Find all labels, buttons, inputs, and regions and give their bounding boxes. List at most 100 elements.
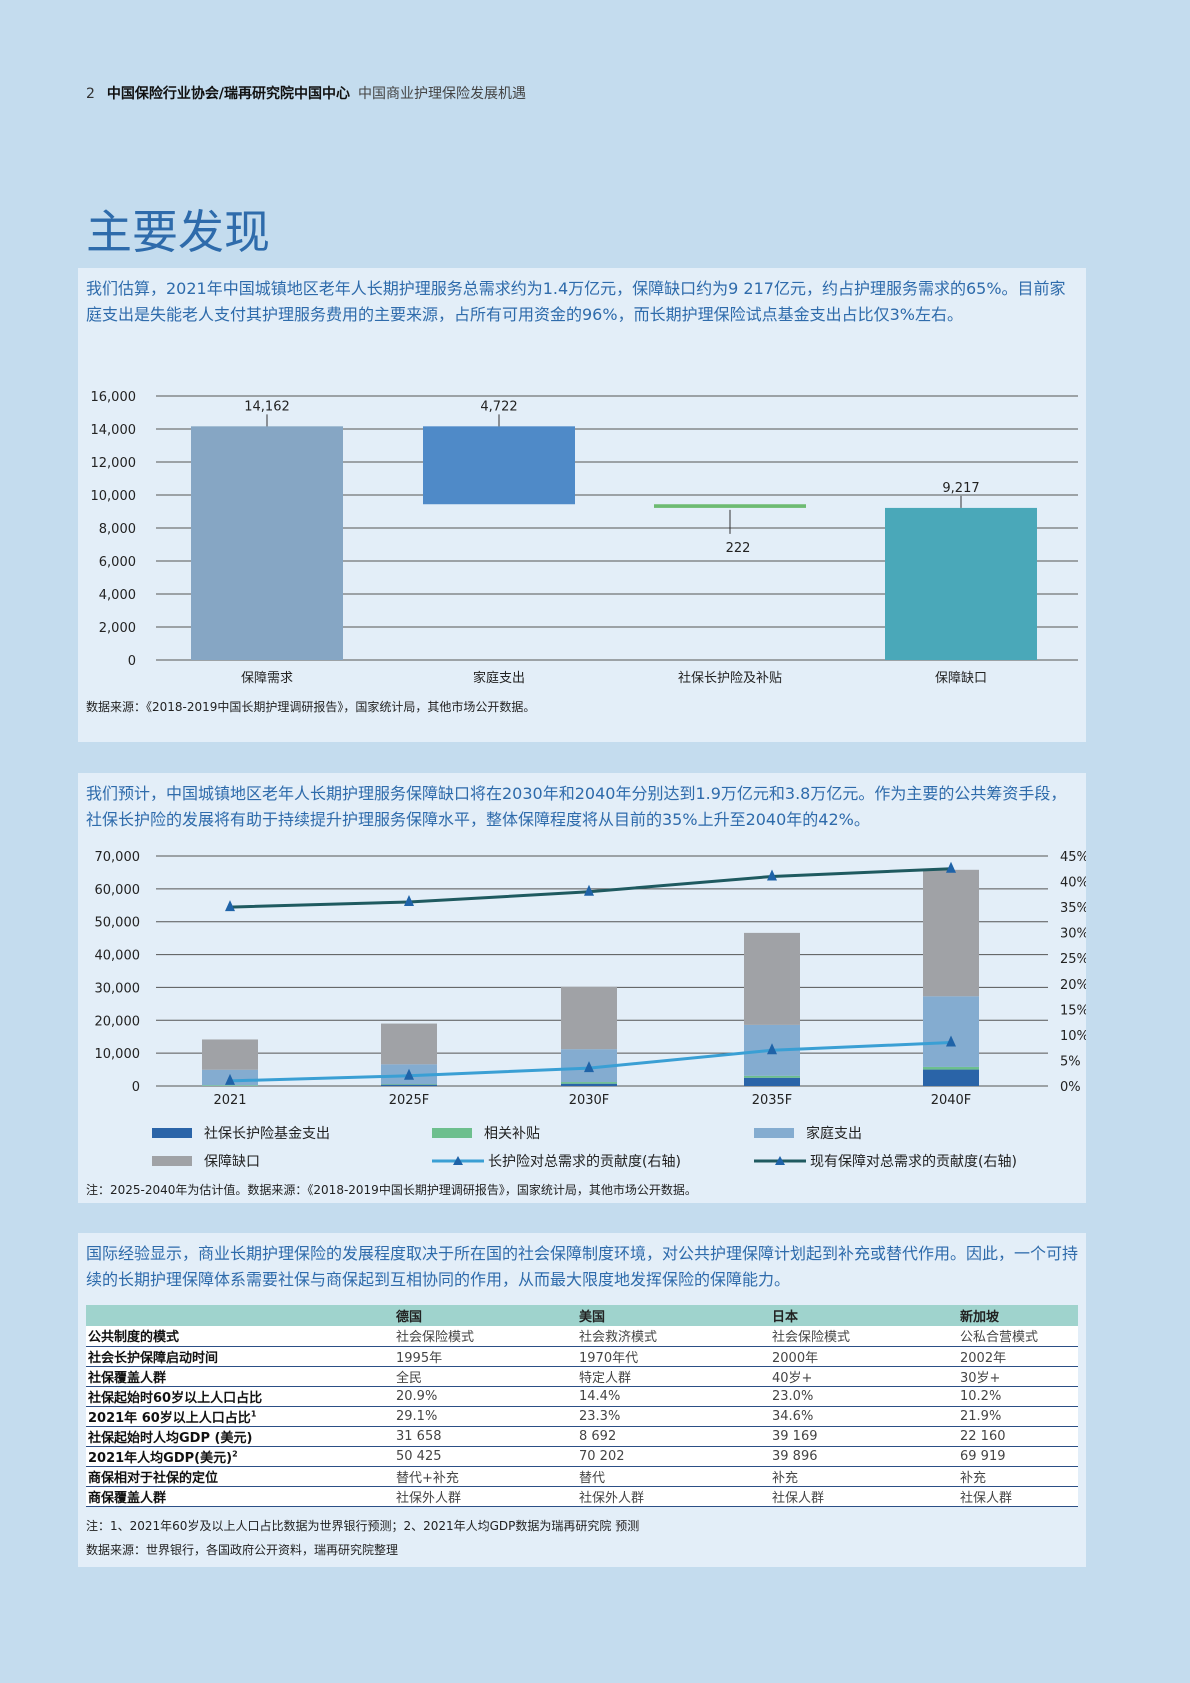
organization: 中国保险行业协会/瑞再研究院中国中心 bbox=[106, 86, 351, 102]
x-tick-label: 2025F bbox=[389, 1093, 430, 1108]
table-cell: 社保人群 bbox=[770, 1486, 958, 1507]
row-label: 社会长护保障启动时间 bbox=[86, 1346, 394, 1367]
legend-item: 家庭支出 bbox=[754, 1123, 862, 1143]
finding-2-note: 注：2025-2040年为估计值。数据来源：《2018-2019中国长期护理调研… bbox=[86, 1183, 697, 1197]
y-tick-label: 4,000 bbox=[99, 588, 136, 603]
table-header-row: 德国 美国 日本 新加坡 bbox=[86, 1305, 1078, 1326]
table-cell: 社保外人群 bbox=[394, 1486, 577, 1507]
y-tick-label: 14,000 bbox=[91, 423, 137, 438]
y-tick-label: 2,000 bbox=[99, 621, 136, 636]
finding-1-text: 我们估算，2021年中国城镇地区老年人长期护理服务总需求约为1.4万亿元，保障缺… bbox=[86, 279, 1066, 324]
bar-segment-1 bbox=[923, 1069, 979, 1086]
bar-segment-2 bbox=[381, 1084, 437, 1085]
table-cell: 70 202 bbox=[577, 1446, 770, 1467]
table-cell: 69 919 bbox=[958, 1446, 1078, 1467]
legend-swatch bbox=[432, 1128, 472, 1138]
table-cell: 1995年 bbox=[394, 1346, 577, 1367]
row-label-text: 2021年人均GDP(美元) bbox=[88, 1450, 233, 1466]
data-label: 4,722 bbox=[480, 399, 517, 414]
footnote-marker: 2 bbox=[232, 1449, 238, 1459]
row-label-text: 公共制度的模式 bbox=[88, 1330, 180, 1346]
y-tick-label: 70,000 bbox=[95, 850, 141, 865]
legend-line-marker bbox=[432, 1156, 484, 1165]
table-row: 社保起始时人均GDP (美元) 31 658 8 692 39 169 22 160 bbox=[86, 1426, 1078, 1447]
y2-tick-label: 30% bbox=[1060, 927, 1086, 942]
bar-segment-4 bbox=[923, 869, 979, 997]
table-cell: 40岁+ bbox=[770, 1366, 958, 1387]
table-row: 商保相对于社保的定位 替代+补充 替代 补充 补充 bbox=[86, 1466, 1078, 1487]
table-row: 社会长护保障启动时间 1995年 1970年代 2000年 2002年 bbox=[86, 1346, 1078, 1367]
x-tick-label: 2040F bbox=[931, 1093, 972, 1108]
row-label-text: 商保覆盖人群 bbox=[88, 1490, 167, 1506]
bar-segment-2 bbox=[202, 1085, 258, 1086]
bar-segment-4 bbox=[561, 986, 617, 1050]
legend-item: 保障缺口 bbox=[152, 1151, 260, 1171]
legend-swatch bbox=[152, 1128, 192, 1138]
x-tick-label: 2021 bbox=[213, 1093, 246, 1108]
bar-3 bbox=[654, 504, 806, 508]
y-tick-label: 20,000 bbox=[95, 1014, 141, 1029]
x-tick-label: 2035F bbox=[752, 1093, 793, 1108]
table-cell: 39 169 bbox=[770, 1426, 958, 1447]
table-cell: 2002年 bbox=[958, 1346, 1078, 1367]
y2-tick-label: 5% bbox=[1060, 1054, 1081, 1069]
legend-label: 现有保障对总需求的贡献度(右轴) bbox=[810, 1154, 1017, 1170]
table-cell: 29.1% bbox=[394, 1406, 577, 1427]
row-label: 商保覆盖人群 bbox=[86, 1486, 394, 1507]
y2-tick-label: 10% bbox=[1060, 1029, 1086, 1044]
table-cell: 10.2% bbox=[958, 1386, 1078, 1407]
table-cell: 2000年 bbox=[770, 1346, 958, 1367]
column-header: 日本 bbox=[770, 1305, 958, 1326]
table-cell: 补充 bbox=[770, 1466, 958, 1487]
table-cell: 31 658 bbox=[394, 1426, 577, 1447]
table-row: 2021年人均GDP(美元)2 50 425 70 202 39 896 69 919 bbox=[86, 1446, 1078, 1467]
line-marker bbox=[946, 861, 956, 873]
bar-segment-2 bbox=[561, 1082, 617, 1084]
line-marker bbox=[225, 1073, 235, 1085]
row-label: 2021年人均GDP(美元)2 bbox=[86, 1446, 394, 1467]
row-label: 公共制度的模式 bbox=[86, 1326, 394, 1347]
legend-line-marker bbox=[754, 1156, 806, 1165]
bar-segment-1 bbox=[744, 1077, 800, 1086]
row-label-text: 2021年 60岁以上人口占比 bbox=[88, 1410, 251, 1426]
column-header: 德国 bbox=[394, 1305, 577, 1326]
row-label: 2021年 60岁以上人口占比1 bbox=[86, 1406, 394, 1427]
line-marker bbox=[767, 1043, 777, 1055]
line-marker bbox=[584, 884, 594, 896]
table-cell: 21.9% bbox=[958, 1406, 1078, 1427]
bar-segment-4 bbox=[381, 1023, 437, 1065]
bar-4 bbox=[885, 507, 1037, 660]
finding-3-note: 注：1、2021年60岁及以上人口占比数据为世界银行预测；2、2021年人均GD… bbox=[86, 1519, 640, 1533]
table-cell: 社会救济模式 bbox=[577, 1326, 770, 1347]
y2-tick-label: 45% bbox=[1060, 850, 1086, 865]
y-tick-label: 12,000 bbox=[91, 456, 137, 471]
page-number: 2 bbox=[86, 86, 95, 102]
table-cell: 20.9% bbox=[394, 1386, 577, 1407]
table-cell: 特定人群 bbox=[577, 1366, 770, 1387]
table-cell: 替代+补充 bbox=[394, 1466, 577, 1487]
line-marker bbox=[404, 895, 414, 906]
row-label: 社保起始时60岁以上人口占比 bbox=[86, 1386, 394, 1407]
waterfall-chart: 0 2,000 4,000 6,000 8,000 10,000 12,000 14,000 1… bbox=[91, 390, 1078, 686]
bar-segment-2 bbox=[744, 1075, 800, 1078]
data-label: 14,162 bbox=[244, 399, 290, 414]
y-tick-label: 6,000 bbox=[99, 555, 136, 570]
y2-tick-label: 35% bbox=[1060, 901, 1086, 916]
comparison-table: 德国 美国 日本 新加坡 公共制度的模式 社会保险模式 社会救济模式 社会保险模式 公私合营模式… bbox=[86, 1305, 1078, 1507]
table-cell: 23.3% bbox=[577, 1406, 770, 1427]
document-title: 中国商业护理保险发展机遇 bbox=[358, 86, 527, 102]
legend-item: 长护险对总需求的贡献度(右轴) bbox=[432, 1151, 681, 1171]
table-cell: 8 692 bbox=[577, 1426, 770, 1447]
table-cell: 39 896 bbox=[770, 1446, 958, 1467]
line-marker bbox=[946, 1035, 956, 1047]
table-row: 商保覆盖人群 社保外人群 社保外人群 社保人群 社保人群 bbox=[86, 1486, 1078, 1507]
table-cell: 14.4% bbox=[577, 1386, 770, 1407]
page-title: 主要发现 bbox=[86, 205, 270, 259]
table-cell: 补充 bbox=[958, 1466, 1078, 1487]
bar-segment-1 bbox=[561, 1083, 617, 1086]
finding-3: 国际经验显示，商业长期护理保险的发展程度取决于所在国的社会保障制度环境，对公共护… bbox=[78, 1233, 1086, 1567]
line-marker bbox=[404, 1068, 414, 1080]
row-label: 社保起始时人均GDP (美元) bbox=[86, 1426, 394, 1447]
y-tick-label: 8,000 bbox=[99, 522, 136, 537]
table-cell: 公私合营模式 bbox=[958, 1326, 1078, 1347]
